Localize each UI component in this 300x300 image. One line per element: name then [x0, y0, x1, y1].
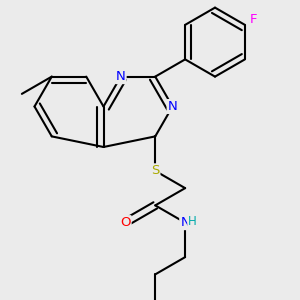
Text: S: S [151, 164, 159, 177]
Text: N: N [180, 216, 190, 229]
Text: N: N [168, 100, 177, 113]
Text: F: F [250, 13, 258, 26]
Text: O: O [120, 216, 130, 229]
Text: H: H [188, 214, 197, 228]
Text: N: N [116, 70, 126, 83]
